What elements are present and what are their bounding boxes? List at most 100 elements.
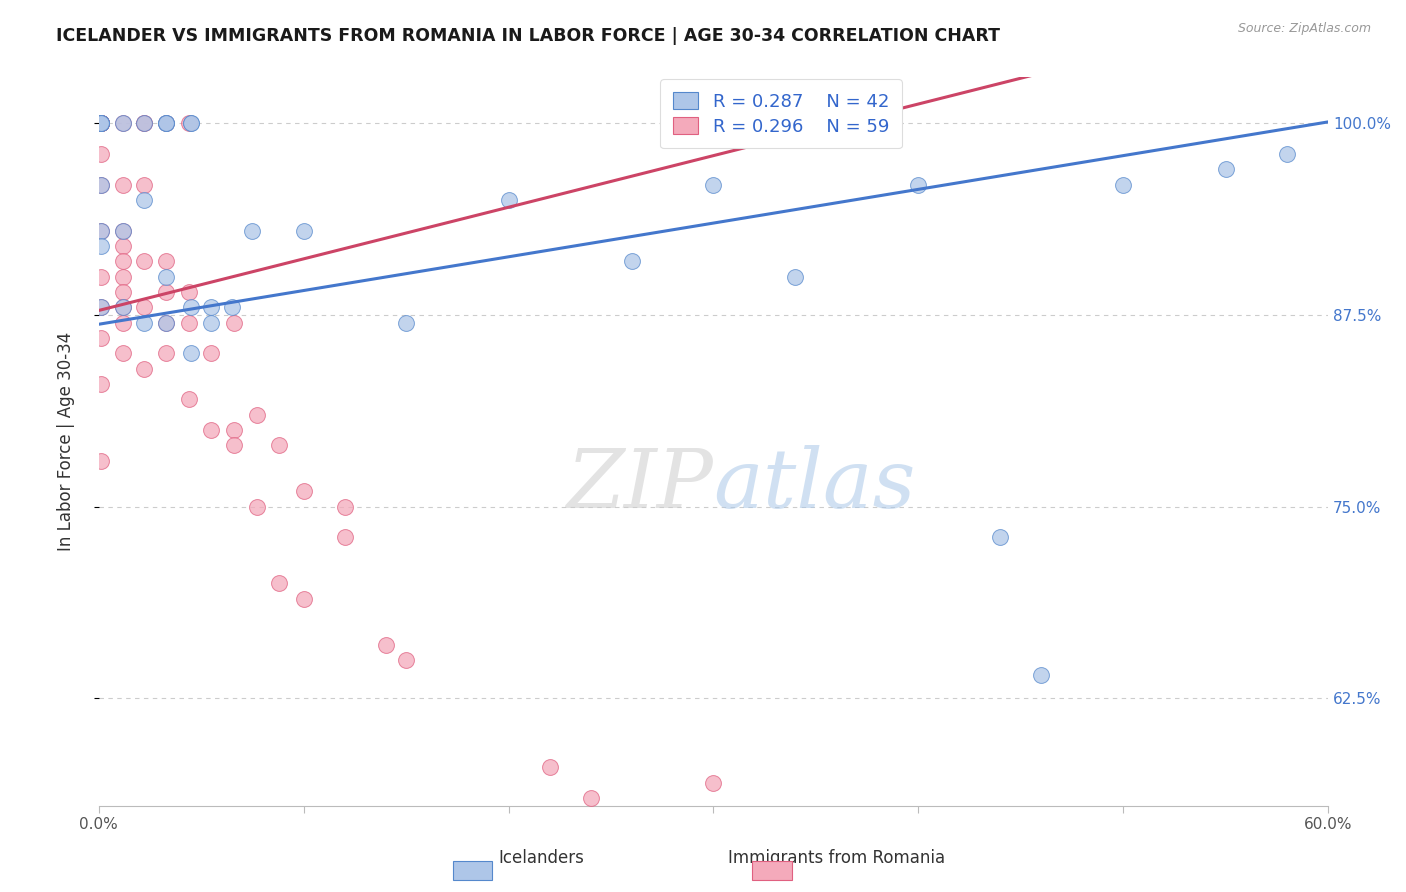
Point: [155, 116, 177, 130]
Point: [90, 147, 112, 161]
Point: [333, 500, 356, 514]
Y-axis label: In Labor Force | Age 30-34: In Labor Force | Age 30-34: [58, 332, 75, 551]
Point: [269, 438, 291, 452]
Point: [1031, 668, 1053, 682]
Point: [222, 423, 245, 437]
Point: [90, 224, 112, 238]
Point: [200, 346, 222, 360]
Point: [90, 116, 112, 130]
Point: [245, 408, 267, 422]
Point: [180, 301, 202, 315]
Point: [155, 285, 177, 299]
Text: atlas: atlas: [713, 445, 915, 525]
Point: [90, 269, 112, 284]
Point: [180, 346, 202, 360]
Point: [292, 484, 315, 499]
Point: [90, 116, 112, 130]
Point: [177, 316, 200, 330]
Point: [90, 116, 112, 130]
Text: ZIP: ZIP: [567, 445, 713, 525]
Point: [221, 301, 243, 315]
Text: Immigrants from Romania: Immigrants from Romania: [728, 849, 945, 867]
Point: [155, 116, 177, 130]
Point: [702, 775, 724, 789]
Point: [155, 316, 177, 330]
Point: [90, 178, 112, 192]
Point: [90, 116, 112, 130]
Point: [132, 116, 155, 130]
Point: [177, 116, 200, 130]
Point: [242, 224, 264, 238]
Point: [538, 760, 561, 774]
Point: [222, 316, 245, 330]
Point: [112, 224, 135, 238]
Point: [90, 239, 112, 253]
Point: [498, 193, 520, 207]
Point: [200, 316, 222, 330]
Point: [180, 116, 202, 130]
Point: [90, 178, 112, 192]
Point: [112, 178, 135, 192]
Point: [90, 116, 112, 130]
Point: [132, 116, 155, 130]
Point: [90, 116, 112, 130]
Point: [112, 346, 135, 360]
Point: [177, 392, 200, 407]
Point: [90, 301, 112, 315]
Point: [132, 193, 155, 207]
Point: [395, 653, 418, 667]
Point: [90, 116, 112, 130]
Point: [112, 316, 135, 330]
Point: [132, 116, 155, 130]
Point: [200, 423, 222, 437]
Point: [112, 224, 135, 238]
Point: [155, 254, 177, 268]
Point: [132, 254, 155, 268]
Point: [90, 301, 112, 315]
Point: [112, 254, 135, 268]
Point: [333, 530, 356, 544]
Point: [269, 576, 291, 591]
Point: [155, 316, 177, 330]
Text: Source: ZipAtlas.com: Source: ZipAtlas.com: [1237, 22, 1371, 36]
Point: [112, 301, 135, 315]
Point: [112, 301, 135, 315]
Point: [90, 377, 112, 392]
Point: [132, 178, 155, 192]
Text: ICELANDER VS IMMIGRANTS FROM ROMANIA IN LABOR FORCE | AGE 30-34 CORRELATION CHAR: ICELANDER VS IMMIGRANTS FROM ROMANIA IN …: [56, 27, 1000, 45]
Point: [988, 530, 1011, 544]
Point: [90, 224, 112, 238]
Point: [907, 178, 929, 192]
Point: [200, 301, 222, 315]
Point: [620, 254, 643, 268]
Point: [702, 178, 724, 192]
Point: [112, 239, 135, 253]
Point: [155, 346, 177, 360]
Point: [112, 116, 135, 130]
Point: [132, 316, 155, 330]
Point: [112, 269, 135, 284]
Point: [112, 116, 135, 130]
Point: [292, 224, 315, 238]
Point: [292, 591, 315, 606]
Point: [90, 331, 112, 345]
Point: [155, 116, 177, 130]
Text: Icelanders: Icelanders: [498, 849, 585, 867]
Point: [132, 301, 155, 315]
Point: [155, 116, 177, 130]
Point: [374, 638, 396, 652]
Point: [90, 116, 112, 130]
Point: [222, 438, 245, 452]
Point: [112, 285, 135, 299]
Point: [1112, 178, 1135, 192]
Legend: R = 0.287    N = 42, R = 0.296    N = 59: R = 0.287 N = 42, R = 0.296 N = 59: [661, 79, 901, 148]
Point: [785, 269, 807, 284]
Point: [395, 316, 418, 330]
Point: [90, 116, 112, 130]
Point: [180, 116, 202, 130]
Point: [132, 361, 155, 376]
Point: [1215, 162, 1237, 177]
Point: [90, 453, 112, 467]
Point: [90, 116, 112, 130]
Point: [245, 500, 267, 514]
